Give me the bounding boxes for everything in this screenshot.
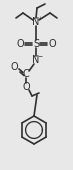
Text: O: O	[22, 82, 30, 92]
Text: +: +	[37, 15, 43, 21]
Text: N: N	[32, 17, 40, 27]
Text: O: O	[10, 62, 18, 72]
Text: −: −	[37, 54, 43, 58]
Text: S: S	[33, 39, 39, 49]
Text: O: O	[48, 39, 56, 49]
Text: O: O	[16, 39, 24, 49]
Text: C: C	[23, 69, 29, 79]
Text: N: N	[32, 55, 40, 65]
